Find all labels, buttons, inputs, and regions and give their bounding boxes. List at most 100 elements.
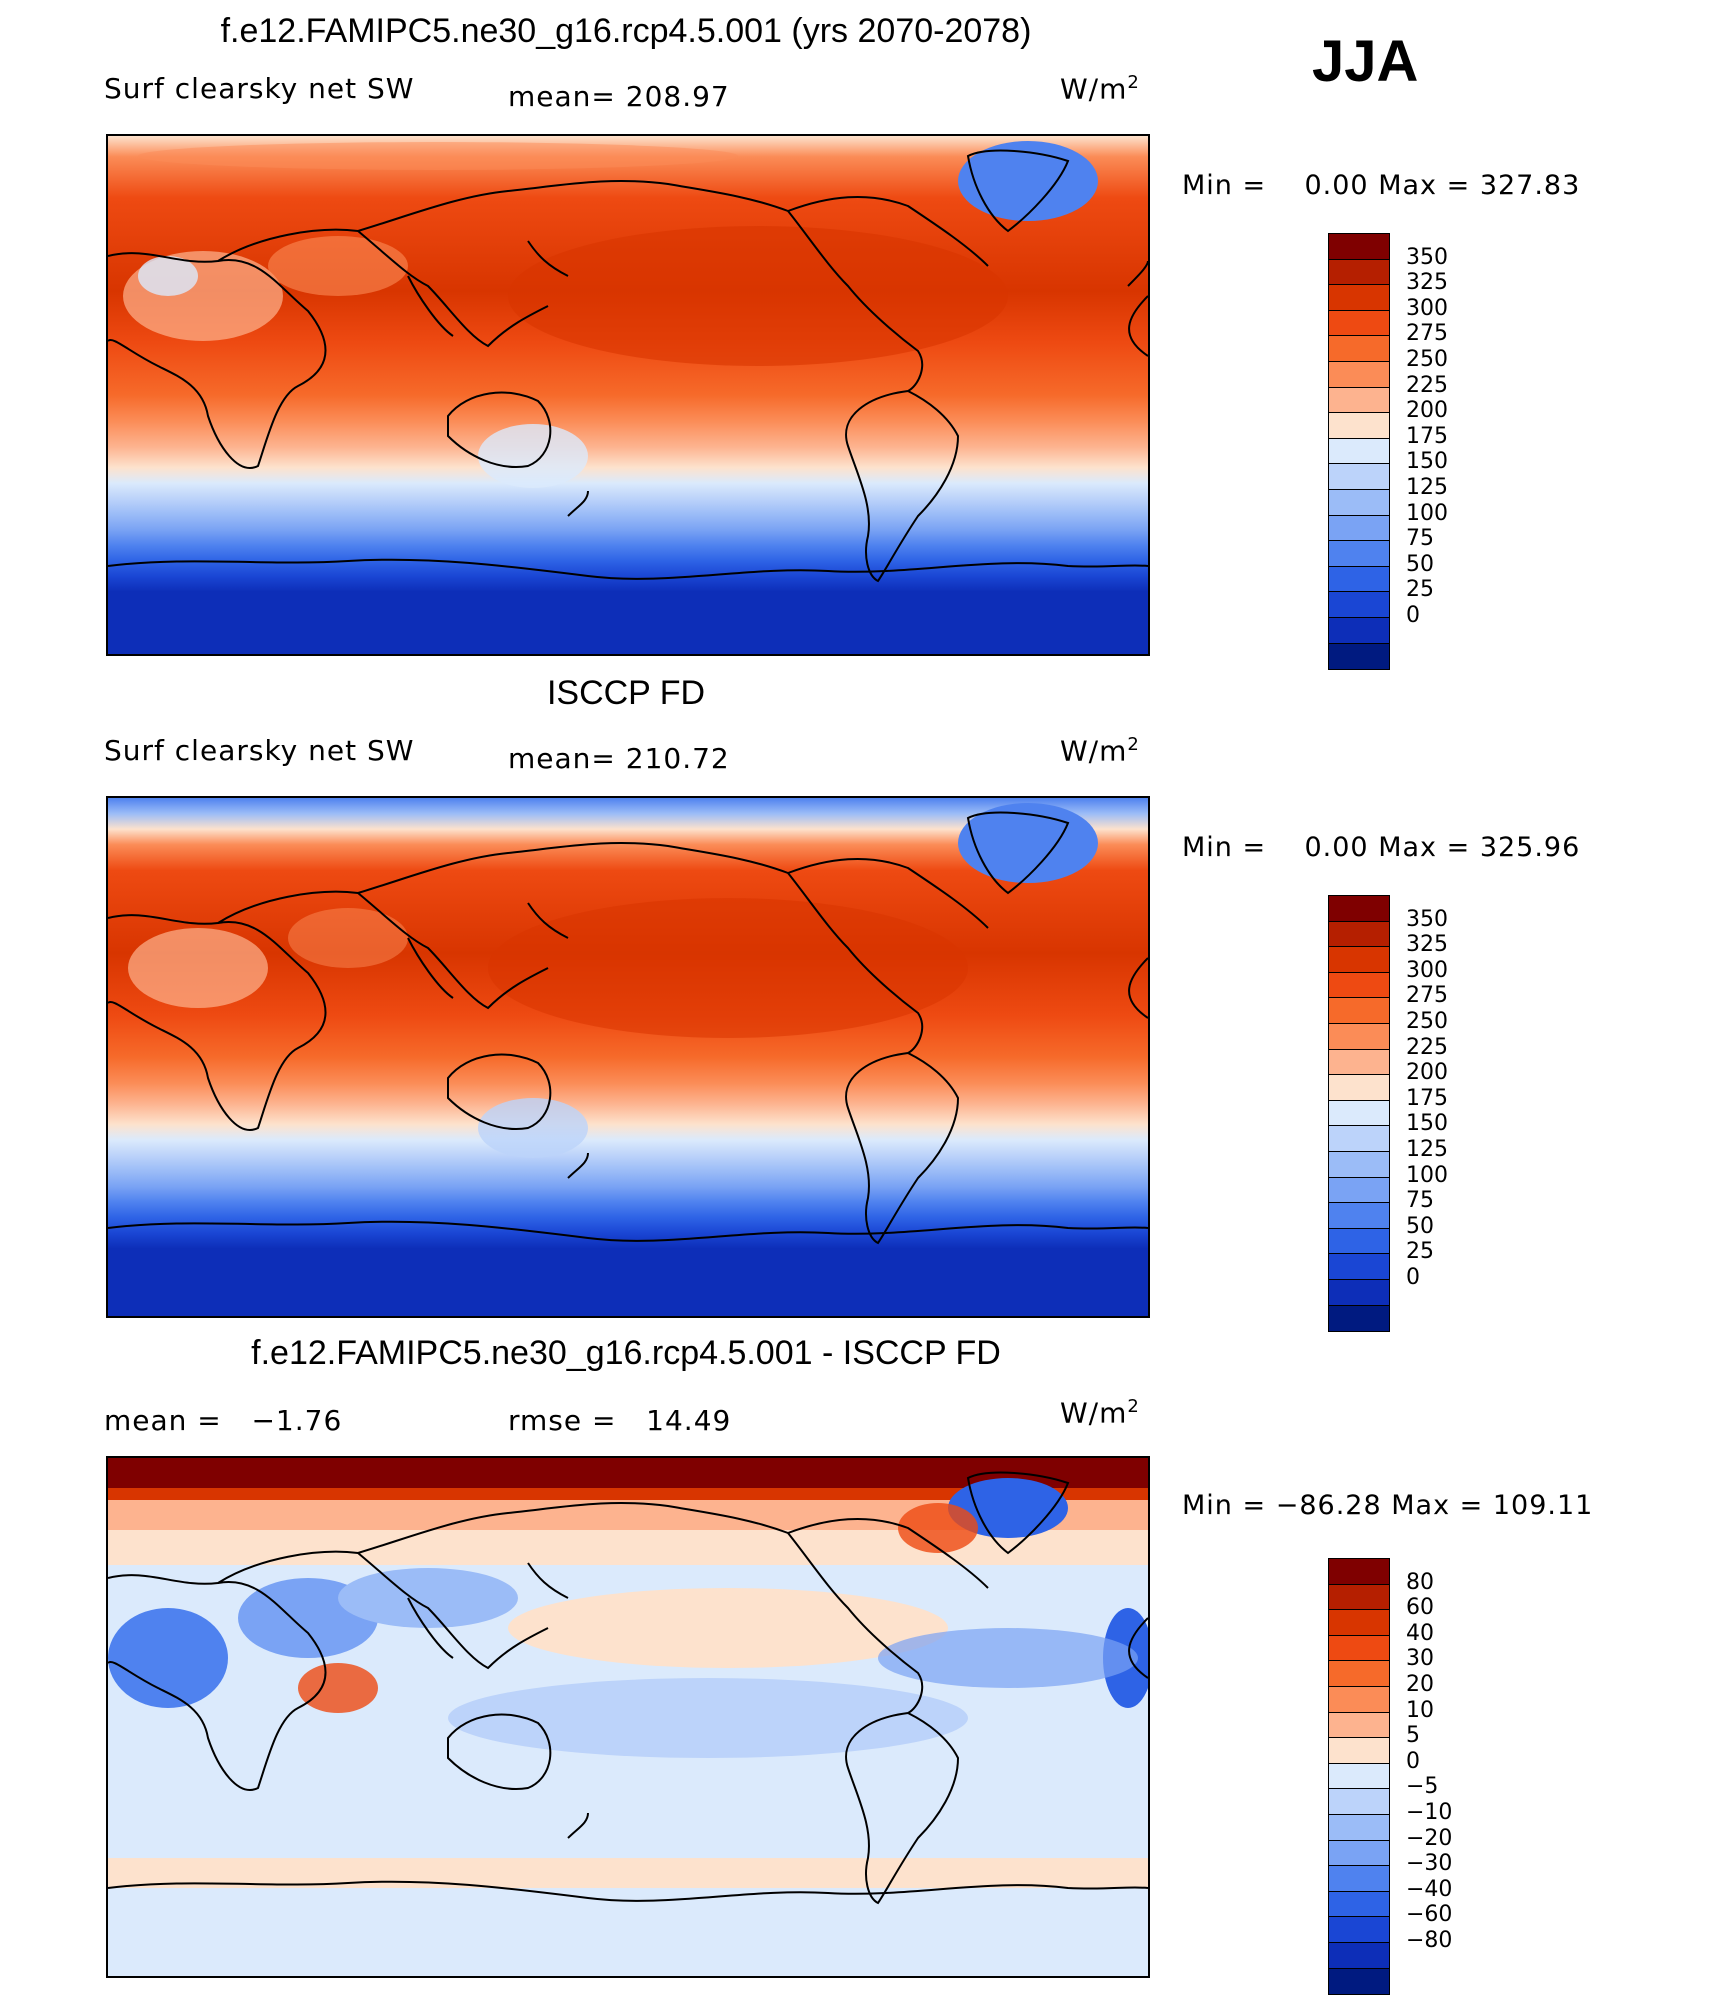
colorbar-tick-label: 150 bbox=[1406, 1111, 1448, 1137]
colorbar-tick-label: 300 bbox=[1406, 957, 1448, 983]
panel-2-variable: Surf clearsky net SW bbox=[104, 734, 415, 767]
colorbar-tick-label: −60 bbox=[1406, 1902, 1453, 1928]
colorbar-tick-label: 30 bbox=[1406, 1646, 1434, 1672]
colorbar-tick-label: 225 bbox=[1406, 372, 1448, 398]
colorbar-tick-label: −30 bbox=[1406, 1851, 1453, 1877]
colorbar-cell bbox=[1329, 1712, 1389, 1739]
colorbar-tick-label: 175 bbox=[1406, 1085, 1448, 1111]
colorbar-cell bbox=[1329, 234, 1389, 260]
colorbar-cell bbox=[1329, 1100, 1389, 1127]
panel-3-map-field bbox=[108, 1458, 1148, 1976]
colorbar-cell bbox=[1329, 1789, 1389, 1815]
colorbar-cell bbox=[1329, 1661, 1389, 1687]
panel-1-mean: mean= 208.97 bbox=[508, 80, 730, 113]
colorbar-tick-label: 0 bbox=[1406, 1748, 1420, 1774]
colorbar-cell bbox=[1329, 1891, 1389, 1918]
colorbar-cell bbox=[1329, 617, 1389, 644]
colorbar-tick-label: 225 bbox=[1406, 1034, 1448, 1060]
colorbar-cell bbox=[1329, 1635, 1389, 1662]
colorbar-tick-label: 125 bbox=[1406, 475, 1448, 500]
colorbar-cell bbox=[1329, 1917, 1389, 1943]
colorbar-cell bbox=[1329, 643, 1389, 670]
colorbar-tick-label: 350 bbox=[1406, 906, 1448, 932]
panel-2-minmax: Min = 0.00 Max = 325.96 bbox=[1182, 832, 1581, 863]
colorbar-tick-label: 25 bbox=[1406, 577, 1434, 603]
panel-2-units: W/m2 bbox=[1060, 734, 1140, 768]
colorbar-tick-label: 100 bbox=[1406, 1162, 1448, 1188]
colorbar-cell bbox=[1329, 1023, 1389, 1050]
colorbar-tick-label: 40 bbox=[1406, 1620, 1434, 1646]
colorbar-tick-label: −5 bbox=[1406, 1774, 1439, 1800]
colorbar-cell bbox=[1329, 1866, 1389, 1892]
colorbar-tick-label: 175 bbox=[1406, 423, 1448, 449]
colorbar-cell bbox=[1329, 1203, 1389, 1229]
colorbar-cell bbox=[1329, 592, 1389, 618]
panel-3-mean: mean = −1.76 bbox=[104, 1404, 343, 1437]
colorbar-cell bbox=[1329, 1942, 1389, 1969]
colorbar-tick-label: 5 bbox=[1406, 1723, 1420, 1749]
colorbar-cell bbox=[1329, 361, 1389, 388]
colorbar-cell bbox=[1329, 285, 1389, 311]
colorbar-tick-label: 150 bbox=[1406, 449, 1448, 475]
panel-3-rmse: rmse = 14.49 bbox=[508, 1404, 732, 1437]
colorbar-cell bbox=[1329, 1305, 1389, 1332]
colorbar-tick-label: 20 bbox=[1406, 1672, 1434, 1697]
colorbar-tick-label: −40 bbox=[1406, 1876, 1453, 1902]
panel-2-mean: mean= 210.72 bbox=[508, 742, 730, 775]
colorbar-cell bbox=[1329, 896, 1389, 922]
colorbar-cell bbox=[1329, 1840, 1389, 1867]
panel-3-title: f.e12.FAMIPC5.ne30_g16.rcp4.5.001 - ISCC… bbox=[251, 1334, 1001, 1372]
colorbar-tick-label: 325 bbox=[1406, 932, 1448, 958]
colorbar-cell bbox=[1329, 566, 1389, 593]
colorbar-cell bbox=[1329, 464, 1389, 490]
panel-2-map bbox=[106, 796, 1150, 1318]
colorbar-cell bbox=[1329, 1686, 1389, 1713]
colorbar-tick-label: 275 bbox=[1406, 321, 1448, 347]
colorbar-cell bbox=[1329, 1559, 1389, 1585]
colorbar-tick-label: 0 bbox=[1406, 603, 1420, 628]
colorbar-cell bbox=[1329, 515, 1389, 542]
colorbar-cell bbox=[1329, 972, 1389, 999]
panel-3-coastlines bbox=[108, 1471, 1148, 1905]
panel-3-colorbar bbox=[1328, 1558, 1390, 1995]
panel-2-colorbar bbox=[1328, 895, 1390, 1333]
colorbar-tick-label: 125 bbox=[1406, 1137, 1448, 1162]
colorbar-tick-label: 325 bbox=[1406, 270, 1448, 296]
colorbar-tick-label: 10 bbox=[1406, 1697, 1434, 1723]
colorbar-tick-label: 50 bbox=[1406, 1213, 1434, 1239]
colorbar-tick-label: 25 bbox=[1406, 1239, 1434, 1265]
colorbar-cell bbox=[1329, 998, 1389, 1024]
panel-1-colorbar bbox=[1328, 233, 1390, 671]
colorbar-tick-label: −80 bbox=[1406, 1928, 1453, 1953]
colorbar-cell bbox=[1329, 1763, 1389, 1790]
colorbar-cell bbox=[1329, 336, 1389, 362]
colorbar-cell bbox=[1329, 947, 1389, 973]
colorbar-cell bbox=[1329, 489, 1389, 516]
colorbar-tick-label: 250 bbox=[1406, 1009, 1448, 1034]
colorbar-tick-label: 75 bbox=[1406, 526, 1434, 552]
colorbar-cell bbox=[1329, 438, 1389, 465]
colorbar-cell bbox=[1329, 1228, 1389, 1255]
panel-3-map bbox=[106, 1456, 1150, 1978]
panel-3-regional-patches bbox=[108, 1458, 1148, 1888]
colorbar-cell bbox=[1329, 1968, 1389, 1995]
colorbar-cell bbox=[1329, 1279, 1389, 1306]
panel-2-title: ISCCP FD bbox=[546, 674, 706, 712]
colorbar-cell bbox=[1329, 1610, 1389, 1636]
panel-1-title: f.e12.FAMIPC5.ne30_g16.rcp4.5.001 (yrs 2… bbox=[220, 12, 1032, 50]
panel-1-variable: Surf clearsky net SW bbox=[104, 72, 415, 105]
colorbar-tick-label: 275 bbox=[1406, 983, 1448, 1009]
colorbar-tick-label: 200 bbox=[1406, 1060, 1448, 1086]
colorbar-cell bbox=[1329, 1075, 1389, 1101]
colorbar-cell bbox=[1329, 1151, 1389, 1178]
colorbar-cell bbox=[1329, 1049, 1389, 1076]
colorbar-cell bbox=[1329, 1584, 1389, 1611]
panel-1-minmax: Min = 0.00 Max = 327.83 bbox=[1182, 170, 1581, 201]
panel-1-map-field bbox=[108, 136, 1148, 654]
colorbar-cell bbox=[1329, 1814, 1389, 1841]
colorbar-tick-label: 200 bbox=[1406, 398, 1448, 424]
colorbar-tick-label: 300 bbox=[1406, 295, 1448, 321]
colorbar-cell bbox=[1329, 387, 1389, 414]
colorbar-tick-label: 250 bbox=[1406, 347, 1448, 372]
colorbar-cell bbox=[1329, 1177, 1389, 1204]
